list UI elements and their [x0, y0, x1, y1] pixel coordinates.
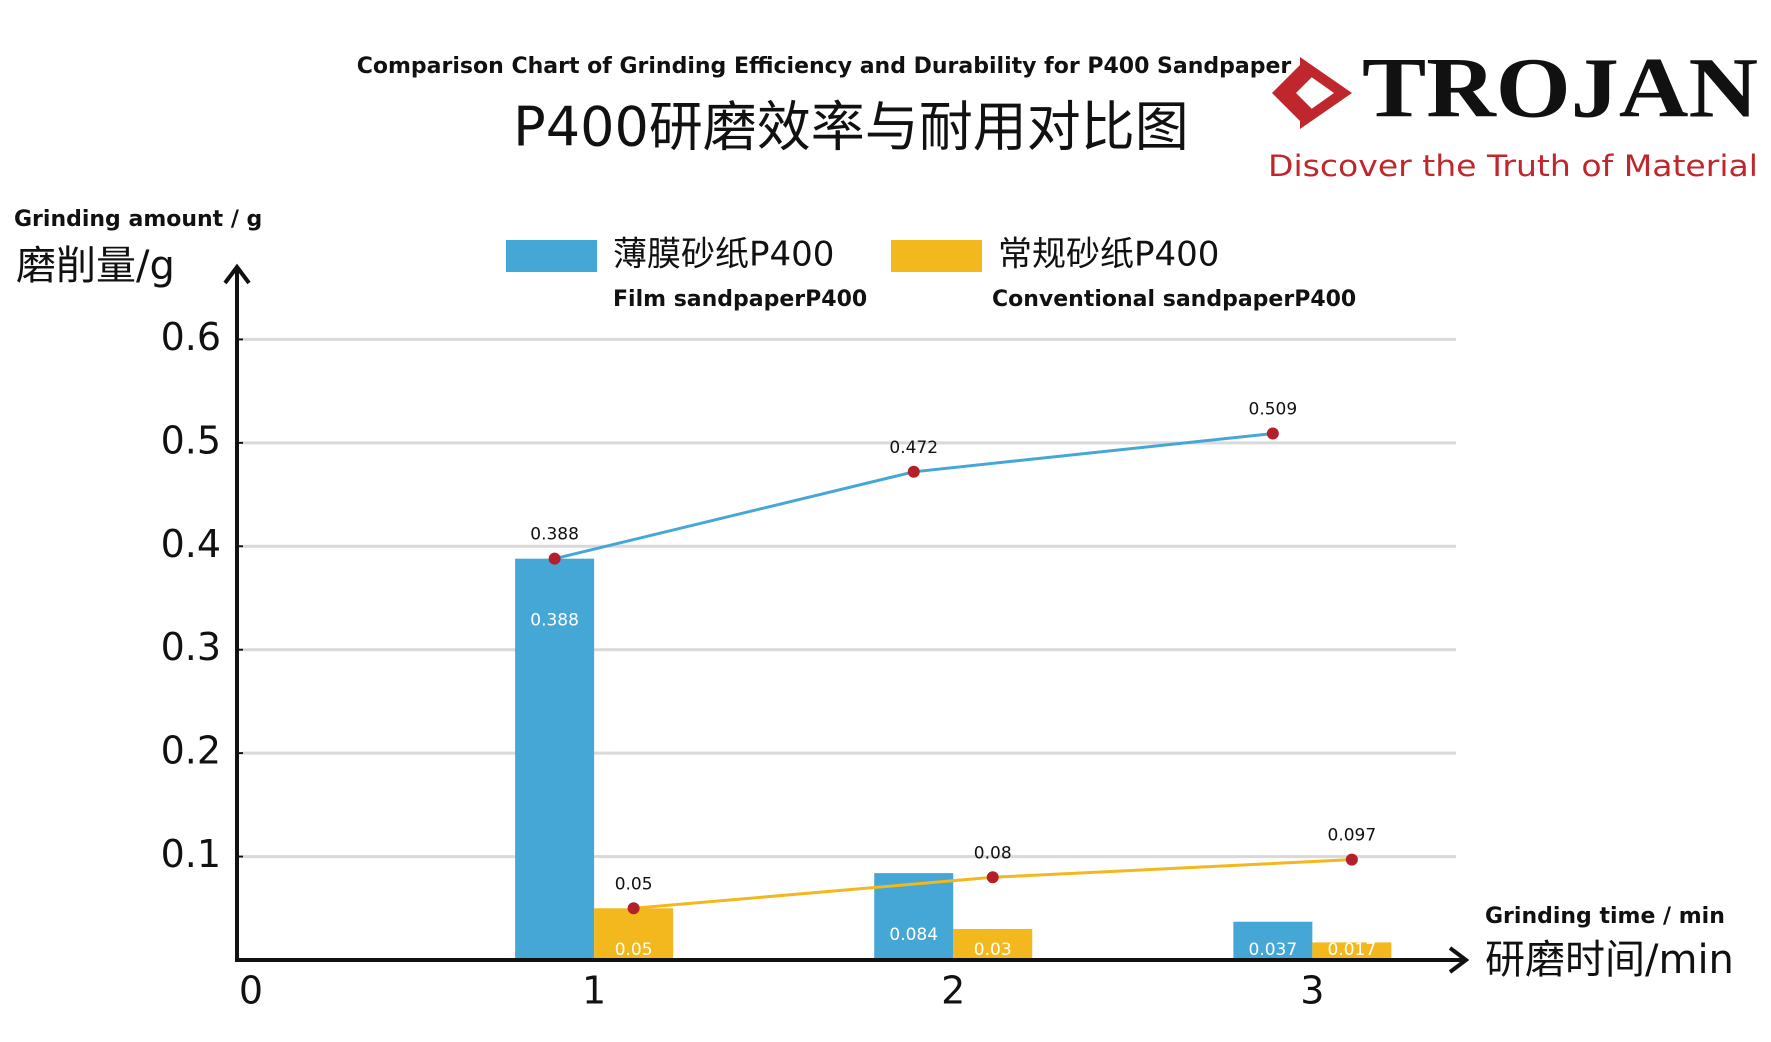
legend-label: 薄膜砂纸P400	[613, 235, 834, 275]
bar-value-label: 0.017	[1328, 940, 1377, 960]
bar-value-label: 0.084	[889, 925, 938, 945]
bar	[515, 558, 595, 960]
line-value-label: 0.08	[974, 843, 1012, 863]
y-tick-label: 0.4	[161, 522, 221, 566]
bar	[594, 908, 674, 960]
x-axis-label-en: Grinding time / min	[1485, 904, 1725, 929]
legend-label-en: Conventional sandpaperP400	[992, 287, 1356, 312]
logo-chevron	[1272, 65, 1312, 121]
line-point	[548, 552, 561, 565]
chart-subtitle: Comparison Chart of Grinding Efficiency …	[357, 54, 1292, 79]
legend-label: 常规砂纸P400	[998, 235, 1219, 275]
line-point	[1345, 853, 1358, 866]
line-value-label: 0.05	[615, 874, 653, 894]
x-tick-label: 2	[941, 969, 965, 1013]
line-value-label: 0.388	[530, 525, 579, 545]
bar-value-label: 0.03	[974, 940, 1012, 960]
x-tick-label: 1	[582, 969, 606, 1013]
legend-label-en: Film sandpaperP400	[613, 287, 867, 312]
legend-swatch	[891, 240, 982, 272]
logo-slogan: Discover the Truth of Material	[1268, 149, 1758, 183]
chart-title: P400研磨效率与耐用对比图	[513, 96, 1189, 159]
y-tick-label: 0.2	[161, 729, 221, 773]
x-tick-label: 0	[239, 969, 263, 1013]
line-value-label: 0.472	[889, 438, 938, 458]
y-tick-label: 0.6	[161, 315, 221, 359]
logo-chevron	[1300, 57, 1352, 129]
legend-swatch	[506, 240, 597, 272]
logo: TROJAN Discover the Truth of Material	[1268, 40, 1758, 183]
bar-value-label: 0.037	[1249, 940, 1298, 960]
y-axis-label-en: Grinding amount / g	[14, 207, 262, 232]
line-value-label: 0.097	[1328, 826, 1377, 846]
line-point	[986, 871, 999, 884]
x-axis-label: 研磨时间/min	[1485, 937, 1734, 983]
y-tick-label: 0.5	[161, 418, 221, 462]
line	[633, 858, 1352, 910]
bar-value-label: 0.388	[530, 611, 579, 631]
bar	[1233, 921, 1313, 960]
y-axis-label: 磨削量/g	[16, 243, 175, 289]
y-axis-arrow	[223, 263, 251, 285]
line-point	[1266, 427, 1279, 440]
logo-brand: TROJAN	[1362, 40, 1758, 136]
y-tick-label: 0.3	[161, 625, 221, 669]
bar	[1312, 942, 1392, 960]
line-point	[907, 465, 920, 478]
x-axis-arrow	[1448, 946, 1470, 974]
line-value-label: 0.509	[1249, 400, 1298, 420]
bar-value-label: 0.05	[615, 940, 653, 960]
line-point	[627, 902, 640, 915]
bar	[953, 928, 1033, 960]
x-tick-label: 3	[1300, 969, 1324, 1013]
y-tick-label: 0.1	[161, 832, 221, 876]
